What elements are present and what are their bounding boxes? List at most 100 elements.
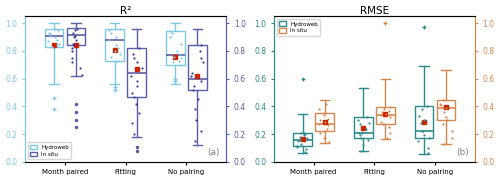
- Point: [78, 73, 86, 76]
- Point: [316, 119, 324, 122]
- Point: [302, 133, 310, 136]
- Point: [324, 124, 332, 127]
- Point: [128, 122, 136, 125]
- Point: [112, 44, 120, 47]
- Point: [200, 61, 207, 64]
- Point: [300, 134, 308, 137]
- Point: [302, 151, 310, 153]
- Point: [385, 109, 393, 112]
- Point: [364, 138, 372, 141]
- Point: [172, 50, 180, 52]
- Point: [296, 135, 304, 138]
- Point: [56, 43, 64, 45]
- Point: [68, 61, 76, 64]
- Point: [51, 28, 59, 31]
- Point: [177, 63, 185, 66]
- Point: [130, 56, 138, 59]
- Point: [188, 74, 196, 77]
- Point: [176, 43, 184, 45]
- Point: [138, 66, 145, 69]
- Point: [385, 126, 393, 129]
- Point: [176, 52, 184, 55]
- Point: [383, 137, 391, 140]
- Point: [68, 47, 76, 50]
- Point: [130, 133, 138, 136]
- Point: [294, 140, 302, 142]
- Point: [132, 84, 140, 87]
- Point: [414, 140, 422, 142]
- Point: [448, 137, 456, 140]
- Point: [190, 108, 198, 111]
- Point: [386, 131, 394, 134]
- Point: [324, 117, 332, 120]
- Point: [192, 119, 200, 122]
- Point: [320, 129, 328, 132]
- Point: [175, 59, 183, 62]
- Point: [357, 149, 365, 152]
- Point: [128, 91, 136, 94]
- Point: [51, 36, 59, 39]
- Point: [355, 132, 363, 135]
- Point: [71, 34, 79, 37]
- Point: [380, 108, 388, 111]
- Point: [107, 55, 115, 58]
- Point: [72, 29, 80, 32]
- Point: [378, 110, 386, 113]
- Point: [416, 115, 424, 117]
- Point: [189, 88, 197, 91]
- Point: [424, 146, 432, 149]
- Legend: Hydroweb, In situ: Hydroweb, In situ: [276, 19, 320, 36]
- Title: RMSE: RMSE: [360, 6, 389, 16]
- Point: [418, 130, 426, 133]
- Point: [70, 31, 78, 34]
- Point: [197, 80, 205, 83]
- Point: [114, 47, 122, 50]
- Point: [364, 122, 372, 125]
- Point: [440, 99, 448, 102]
- Point: [386, 106, 394, 109]
- Point: [424, 152, 432, 155]
- Point: [46, 33, 54, 36]
- Point: [357, 136, 365, 139]
- Point: [129, 52, 137, 55]
- Point: [170, 55, 178, 58]
- Point: [386, 116, 394, 119]
- Point: [70, 44, 78, 47]
- Point: [196, 44, 204, 47]
- Point: [442, 107, 450, 110]
- Point: [422, 105, 430, 108]
- Point: [426, 136, 434, 139]
- Point: [321, 111, 329, 114]
- Point: [190, 84, 198, 87]
- Point: [166, 36, 174, 39]
- Point: [322, 121, 330, 124]
- Point: [44, 31, 52, 34]
- Point: [44, 40, 52, 43]
- Point: [322, 102, 330, 105]
- Point: [379, 122, 387, 125]
- Point: [106, 31, 114, 34]
- Point: [356, 123, 364, 126]
- Point: [294, 144, 302, 147]
- Point: [170, 61, 177, 64]
- Point: [116, 52, 124, 55]
- Point: [320, 114, 328, 117]
- Point: [46, 34, 54, 37]
- Point: [420, 134, 428, 137]
- Point: [177, 56, 185, 59]
- Point: [70, 36, 78, 39]
- Point: [444, 118, 452, 121]
- Point: [297, 142, 305, 145]
- Point: [419, 129, 427, 132]
- Point: [68, 56, 76, 59]
- Point: [440, 142, 448, 145]
- Point: [168, 31, 176, 34]
- Point: [439, 123, 447, 126]
- Point: [294, 145, 302, 148]
- Point: [132, 102, 140, 105]
- Point: [196, 50, 204, 52]
- Point: [190, 140, 198, 142]
- Point: [76, 66, 84, 69]
- Point: [130, 95, 138, 98]
- Point: [134, 47, 142, 50]
